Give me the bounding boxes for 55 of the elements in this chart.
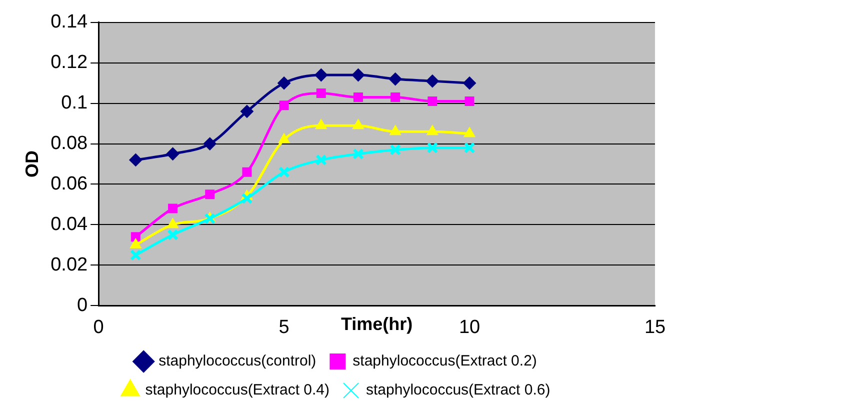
point	[464, 142, 476, 154]
point	[166, 147, 180, 160]
y-tick-label: 0.14	[50, 12, 88, 33]
point	[130, 238, 142, 248]
point	[279, 100, 289, 110]
x-tick-label: 10	[458, 317, 480, 338]
y-tick-label: 0.06	[50, 173, 88, 194]
point	[203, 137, 216, 150]
y-tick-label: 0.08	[50, 133, 88, 154]
point	[463, 76, 476, 90]
point	[315, 154, 327, 166]
point	[464, 127, 476, 138]
point	[390, 92, 400, 102]
point	[130, 232, 140, 242]
point	[240, 104, 254, 118]
x-tick-label: 5	[278, 317, 290, 338]
y-axis-title: OD	[22, 150, 42, 178]
x-axis-title: Time(hr)	[340, 314, 413, 334]
y-tick-label: 0	[77, 294, 88, 316]
point	[278, 76, 291, 90]
point	[167, 218, 178, 228]
point	[464, 96, 474, 106]
point	[388, 72, 402, 86]
point	[426, 142, 438, 154]
point	[129, 153, 142, 166]
point	[426, 74, 439, 88]
y-tick-label: 0.02	[50, 254, 88, 276]
point	[352, 148, 364, 160]
point	[315, 119, 327, 130]
point	[167, 229, 179, 241]
point	[278, 166, 290, 178]
y-tick-label: 0.1	[61, 92, 88, 114]
point	[390, 144, 402, 156]
point	[278, 133, 290, 144]
point	[352, 68, 365, 82]
x-tick-label: 0	[93, 317, 104, 338]
point	[205, 190, 215, 200]
point	[242, 167, 252, 177]
legend-label: staphylococcus(Extract 0.4)	[145, 382, 330, 399]
point	[130, 249, 142, 261]
point	[390, 125, 402, 136]
point	[428, 96, 438, 106]
point	[241, 192, 253, 204]
point	[168, 204, 178, 214]
point	[354, 92, 363, 102]
legend-label: staphylococcus(Extract 0.6)	[366, 382, 550, 399]
x-tick-label: 15	[644, 317, 666, 338]
point	[316, 88, 326, 98]
point	[352, 119, 364, 130]
legend-label: staphylococcus(control)	[158, 352, 316, 370]
point	[426, 125, 438, 136]
legend-label: staphylococcus(Extract 0.2)	[352, 352, 537, 370]
y-tick-label: 0.12	[50, 52, 88, 74]
point	[314, 68, 328, 82]
y-tick-label: 0.04	[50, 214, 88, 235]
